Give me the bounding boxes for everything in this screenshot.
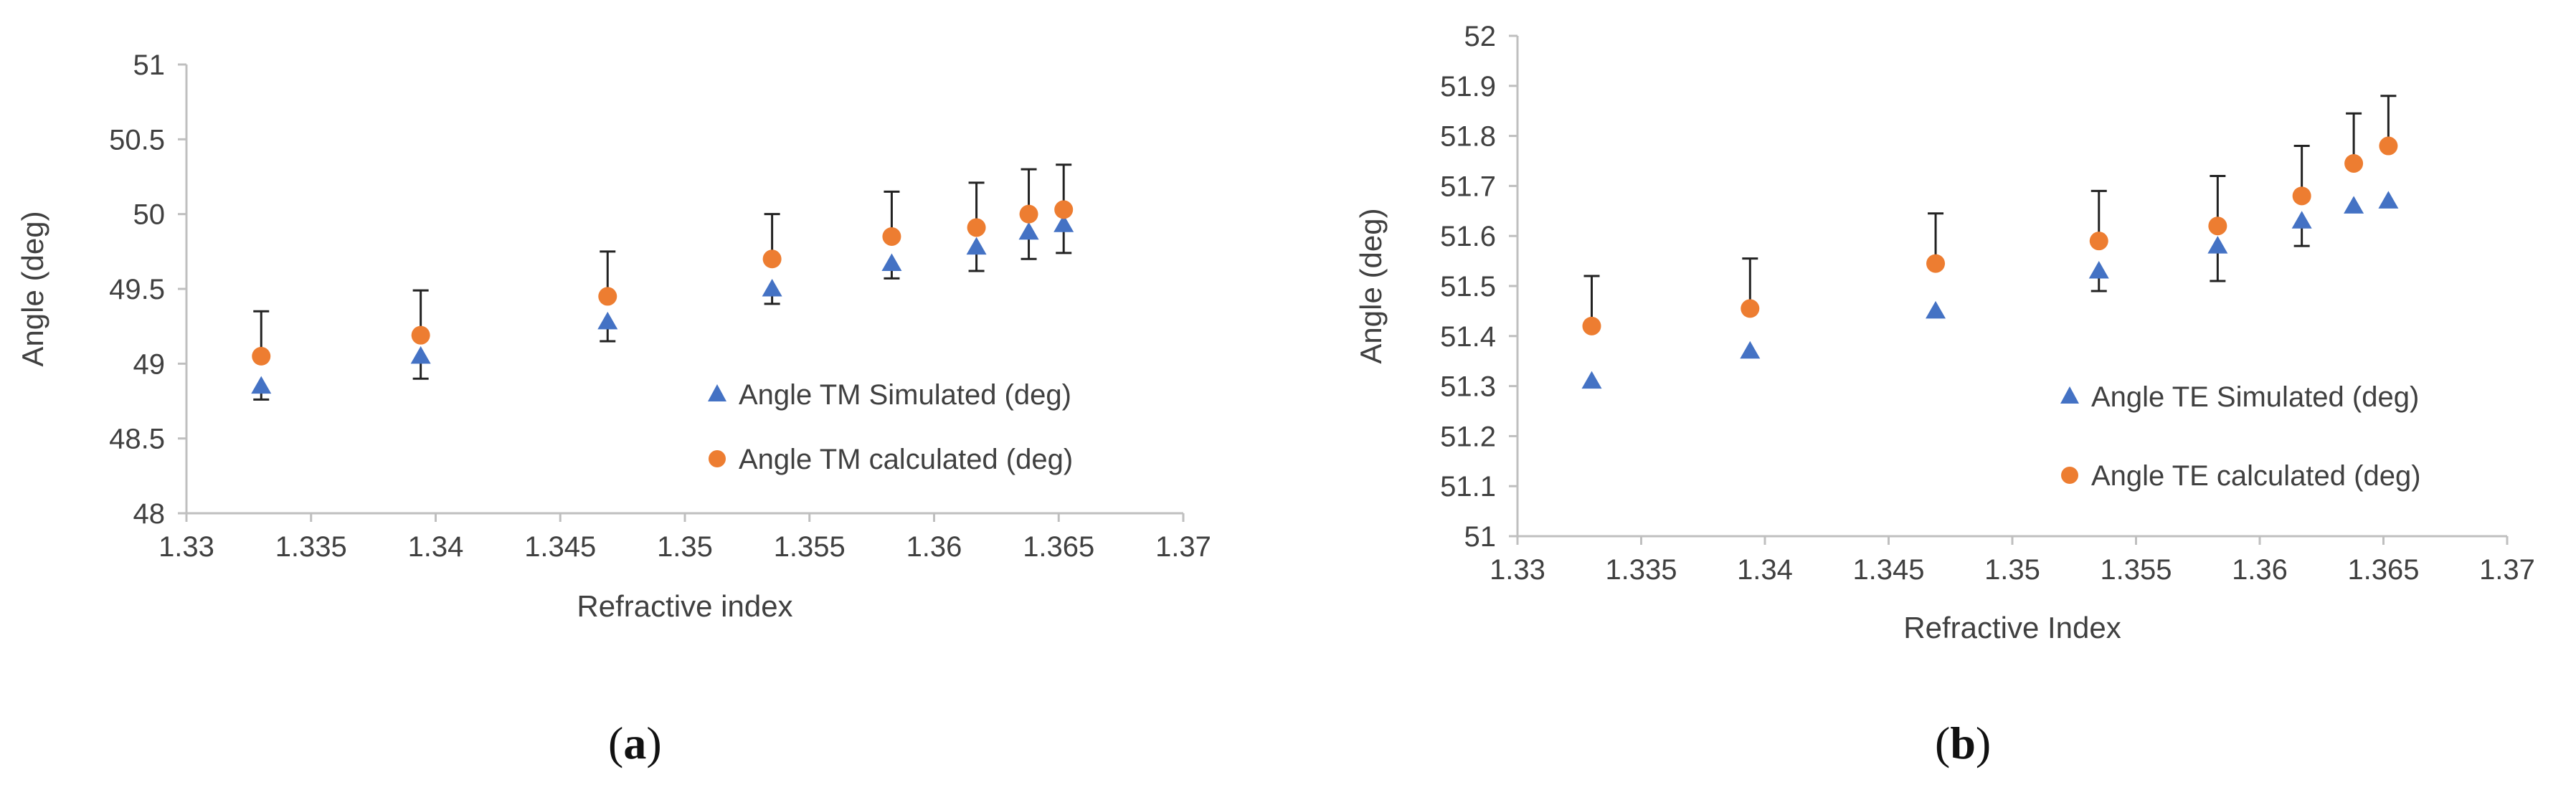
chart-b-x-axis-title: Refractive Index [1903,611,2121,644]
chart-a-y-tick-label: 50.5 [109,124,165,156]
chart-a-point-calculated [967,218,986,237]
chart-b-x-tick-label: 1.33 [1490,554,1545,586]
chart-a-x-tick-label: 1.34 [408,531,464,563]
chart-b-point-calculated [1926,254,1946,273]
chart-b-x-tick-label: 1.345 [1852,554,1924,586]
chart-a-y-tick-label: 51 [133,49,166,81]
chart-b-point-simulated [2207,236,2228,254]
chart-a-point-calculated [1019,204,1038,224]
chart-b-point-simulated [2291,211,2312,229]
chart-b-x-tick-label: 1.335 [1605,554,1677,586]
chart-b-point-simulated [1926,300,1946,319]
chart-b-x-tick-label: 1.36 [2232,554,2288,586]
caption-b: (b) [1935,717,1991,770]
chart-a-y-tick-label: 49.5 [109,274,165,305]
chart-b-point-calculated [2089,232,2108,251]
chart-a-point-simulated [410,346,431,364]
chart-a-x-axis-title: Refractive index [577,589,792,623]
chart-b-point-calculated [1582,316,1601,335]
caption-b-open: ( [1935,718,1951,768]
chart-a-x-tick-label: 1.35 [657,531,713,563]
chart-a-y-axis-title: Angle (deg) [16,211,49,366]
chart-a-x-tick-label: 1.335 [275,531,347,563]
chart-b-y-tick-label: 51.1 [1440,471,1496,503]
chart-b-point-simulated [2378,191,2399,209]
chart-a-x-tick-label: 1.36 [906,531,962,563]
chart-b-point-calculated [2208,216,2227,236]
chart-panel-b: 51 51.1 51.2 51.3 51.4 51.5 51.6 51.7 51.8 51.9 52… [1354,21,2535,644]
chart-a-legend-label: Angle TM Simulated (deg) [739,379,1071,411]
chart-a-x-tick-label: 1.355 [774,531,846,563]
chart-a-point-calculated [252,346,271,366]
chart-b-point-simulated [1581,371,1602,389]
chart-b-point-calculated [2379,136,2398,156]
chart-a-legend-label: Angle TM calculated (deg) [739,444,1073,475]
chart-b-y-tick-label: 51 [1464,521,1497,553]
chart-a-point-simulated [966,237,987,255]
chart-a-point-simulated [1053,214,1074,232]
chart-b-point-calculated [2344,153,2364,173]
chart-b-point-simulated [2088,261,2109,279]
chart-a-x-tick-label: 1.365 [1023,531,1094,563]
caption-a: (a) [608,717,662,770]
chart-b-x-tick-label: 1.37 [2479,554,2535,586]
chart-a-point-simulated [881,253,902,272]
chart-b-legend-label: Angle TE calculated (deg) [2091,460,2421,492]
chart-b-legend-label: Angle TE Simulated (deg) [2091,381,2419,413]
chart-panel-a: 48 48.5 49 49.5 50 50.5 51 1.33 1.335 1.34 1.345 1.… [16,49,1211,623]
chart-b-x-tick-label: 1.365 [2347,554,2419,586]
chart-b-y-tick-label: 51.4 [1440,321,1496,353]
chart-b-y-tick-label: 51.5 [1440,271,1496,303]
chart-b-y-axis-title: Angle (deg) [1354,208,1388,363]
caption-a-close: ) [646,718,662,768]
chart-b-point-calculated [1741,299,1760,318]
chart-a-point-simulated [762,279,782,297]
chart-b-point-calculated [2292,186,2311,206]
chart-b-y-tick-label: 51.7 [1440,171,1496,202]
chart-b-point-simulated [1740,341,1761,359]
chart-b-point-simulated [2344,196,2364,214]
chart-b-legend-marker-simulated [2060,386,2079,404]
caption-a-open: ( [608,718,624,768]
caption-b-letter: b [1950,718,1976,768]
chart-a-x-tick-label: 1.345 [524,531,596,563]
chart-b-y-tick-label: 51.3 [1440,371,1496,403]
chart-a-x-tick-label: 1.33 [158,531,214,563]
chart-b-x-tick-label: 1.355 [2100,554,2172,586]
chart-a-y-tick-label: 48 [133,498,166,530]
chart-a-y-tick-label: 49 [133,348,166,380]
caption-a-letter: a [623,718,647,768]
chart-a-point-calculated [1054,200,1074,219]
chart-b-legend-marker-calculated [2061,467,2078,484]
chart-a-y-tick-label: 48.5 [109,424,165,455]
caption-b-close: ) [1975,718,1992,768]
chart-a-point-simulated [251,376,272,394]
chart-b-y-tick-label: 52 [1464,21,1497,52]
chart-a-point-calculated [598,287,617,306]
chart-a-x-tick-label: 1.37 [1155,531,1211,563]
chart-a-point-simulated [1018,222,1039,240]
chart-a-point-calculated [882,227,901,246]
chart-b-y-tick-label: 51.9 [1440,71,1496,103]
chart-b-y-tick-label: 51.6 [1440,221,1496,252]
chart-b-y-tick-label: 51.2 [1440,421,1496,452]
chart-a-legend-marker-calculated [709,450,726,467]
chart-a-point-calculated [762,249,782,269]
chart-a-legend-marker-simulated [708,384,726,401]
chart-b-x-tick-label: 1.35 [1984,554,2040,586]
chart-a-point-calculated [411,325,430,345]
chart-b-x-tick-label: 1.34 [1737,554,1793,586]
chart-a-point-simulated [597,311,618,330]
chart-b-y-tick-label: 51.8 [1440,121,1496,153]
chart-a-y-tick-label: 50 [133,199,166,231]
